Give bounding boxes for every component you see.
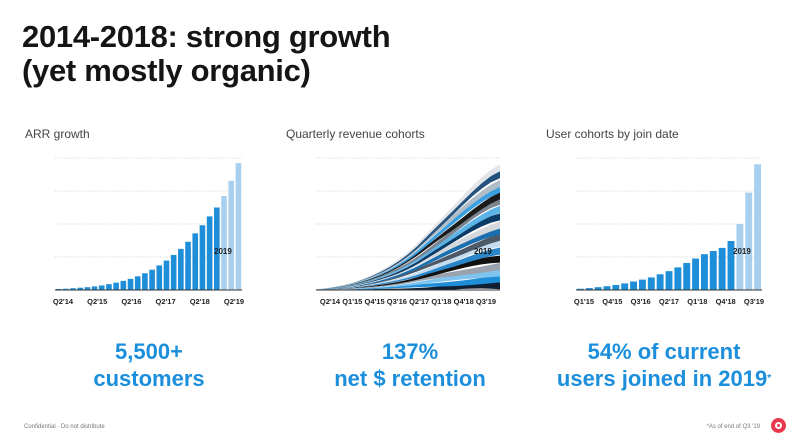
chart2-tick-label-4: Q1'18 [687, 297, 707, 306]
chart0-bar-0 [55, 288, 62, 290]
chart2-tick-label-0: Q1'15 [574, 297, 594, 306]
chart1-tick-label-1: Q1'15 [342, 297, 362, 306]
chart0-bar-21 [206, 216, 213, 290]
chart2-bar-13 [692, 258, 700, 290]
chart1-tick-label-0: Q2'14 [320, 297, 341, 306]
stat-users-2019-line2: users joined in 2019 [556, 366, 768, 391]
chart0-bar-15 [163, 260, 170, 290]
chart2-bar-5 [621, 283, 629, 290]
arr-chart-title: ARR growth [25, 127, 90, 141]
stat-customers-label: customers [93, 366, 205, 391]
chart0-bar-23 [221, 196, 227, 290]
chart0-bar-17 [178, 248, 184, 290]
chart1-tick-label-5: Q1'18 [431, 297, 451, 306]
chart0-bar-19 [192, 233, 199, 290]
chart0-bar-9 [120, 280, 127, 290]
arr-growth-chart: 2019 Q2'14 Q2'15 Q2'16 Q2'17 Q2'18 Q2'19 [53, 157, 244, 306]
chart0-tick-label-0: Q2'14 [53, 297, 74, 306]
user-cohorts-chart-title: User cohorts by join date [546, 127, 679, 141]
chart2-tick-label-2: Q3'16 [631, 297, 651, 306]
stat-users-2019: 54% of current users joined in 2019* [544, 338, 784, 392]
chart0-bar-4 [84, 287, 91, 290]
chart2-bar-14 [700, 254, 708, 290]
chart2-bar-7 [638, 279, 646, 290]
chart2-annotation-label: 2019 [733, 247, 751, 256]
chart0-annotation-label: 2019 [214, 247, 232, 256]
stat-net-retention-value: 137% [381, 339, 439, 364]
chart0-bar-5 [91, 286, 98, 290]
chart2-bar-10 [665, 271, 673, 290]
chart2-bar-19 [745, 192, 753, 290]
chart1-tick-label-4: Q2'17 [409, 297, 429, 306]
chart1-cohort-band-10 [316, 213, 500, 290]
chart2-tick-label-1: Q4'15 [602, 297, 622, 306]
chart0-bar-1 [62, 288, 69, 290]
chart2-bar-20 [754, 164, 762, 290]
slide-title: 2014-2018: strong growth (yet mostly org… [22, 19, 391, 88]
slide-title-line1: 2014-2018: strong growth [22, 19, 391, 54]
footnote: *As of end of Q3 '19 [706, 424, 760, 430]
chart2-bar-15 [709, 251, 717, 290]
chart0-bar-8 [113, 282, 119, 290]
chart2-bar-9 [656, 274, 664, 290]
chart2-bar-11 [674, 267, 682, 290]
chart0-bar-10 [127, 278, 134, 290]
chart2-tick-label-5: Q4'18 [716, 297, 736, 306]
stat-users-2019-line1: 54% of current [587, 339, 741, 364]
chart0-bar-13 [149, 269, 155, 290]
chart2-bar-16 [718, 247, 726, 290]
stat-net-retention-label: net $ retention [334, 366, 486, 391]
chart0-bar-24 [228, 180, 235, 290]
chart2-bar-18 [736, 224, 744, 290]
stat-net-retention: 137% net $ retention [290, 338, 530, 392]
chart0-bar-11 [134, 276, 141, 290]
chart0-tick-label-3: Q2'17 [156, 297, 176, 306]
chart1-tick-label-7: Q3'19 [476, 297, 496, 306]
chart0-tick-label-5: Q2'19 [224, 297, 244, 306]
chart0-bar-22 [214, 207, 220, 290]
chart0-tick-label-1: Q2'15 [87, 297, 107, 306]
slide-title-line2: (yet mostly organic) [22, 53, 311, 88]
chart0-bar-2 [70, 288, 76, 290]
chart2-bar-0 [576, 288, 584, 290]
stat-customers-value: 5,500+ [115, 339, 183, 364]
chart0-bar-14 [156, 265, 163, 290]
chart1-cohort-band-4 [316, 255, 500, 290]
chart0-bar-6 [98, 285, 105, 290]
chart1-cohort-band-0 [316, 282, 500, 290]
chart2-bar-1 [585, 288, 593, 290]
revenue-cohorts-chart: 2019 Q2'14 Q1'15 Q4'15 Q3'16 Q2'17 Q1'18 Q4'18 Q… [316, 157, 500, 306]
chart0-bar-16 [170, 254, 177, 290]
chart2-bar-3 [603, 286, 611, 290]
revenue-cohorts-chart-title: Quarterly revenue cohorts [286, 127, 425, 141]
chart0-bar-7 [106, 284, 112, 290]
chart2-tick-label-3: Q2'17 [659, 297, 679, 306]
chart0-bar-18 [185, 241, 191, 290]
brand-logo-icon [771, 418, 786, 433]
chart2-bar-2 [594, 287, 602, 290]
chart1-cohort-band-1 [316, 275, 500, 290]
chart1-annotation-label: 2019 [474, 247, 492, 256]
chart2-bar-8 [647, 277, 655, 290]
chart2-bar-4 [612, 284, 620, 290]
chart0-bar-12 [142, 273, 148, 290]
stat-customers: 5,500+ customers [29, 338, 269, 392]
chart2-bar-6 [630, 281, 638, 290]
chart0-bar-3 [77, 287, 83, 290]
chart2-bar-12 [683, 262, 691, 290]
chart1-tick-label-2: Q4'15 [365, 297, 385, 306]
stat-users-2019-footnote-marker: * [767, 373, 772, 384]
chart1-tick-label-6: Q4'18 [454, 297, 474, 306]
chart2-tick-label-6: Q3'19 [744, 297, 764, 306]
chart0-tick-label-4: Q2'18 [190, 297, 210, 306]
confidential-notice: Confidential · Do not distribute [24, 424, 105, 430]
chart0-bar-20 [199, 225, 206, 290]
chart2-bar-17 [727, 240, 735, 290]
user-cohorts-chart: 2019 Q1'15 Q4'15 Q3'16 Q2'17 Q1'18 Q4'18 Q3'19 [574, 157, 764, 306]
chart1-tick-label-3: Q3'16 [387, 297, 407, 306]
chart0-tick-label-2: Q2'16 [121, 297, 141, 306]
chart0-bar-25 [235, 163, 242, 290]
